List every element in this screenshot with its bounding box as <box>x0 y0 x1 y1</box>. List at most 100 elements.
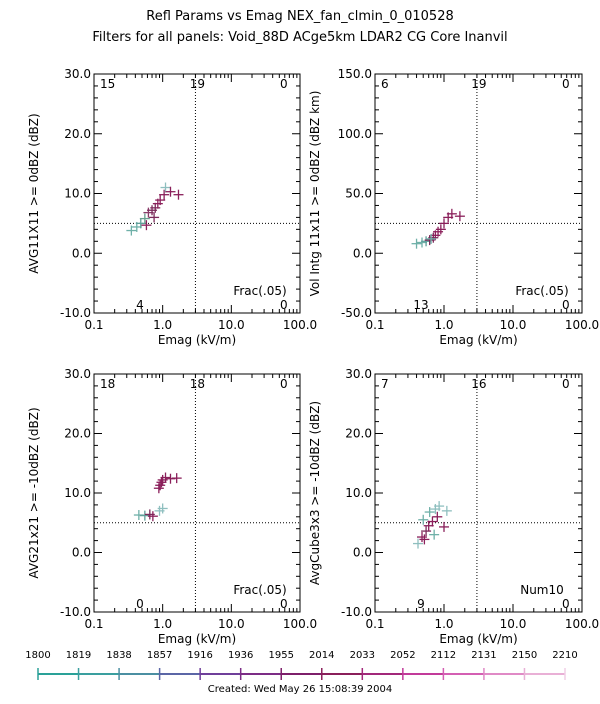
y-tick-label: -10.0 <box>60 306 91 320</box>
data-point <box>411 238 422 249</box>
colorbar-label: 2131 <box>471 650 496 661</box>
panel-1: 0.1 1.0 10.0 100.0 -10.0 0.0 10.0 20.0 30.0 Emag … <box>27 67 317 347</box>
panel-annotation: Frac(.05) <box>515 284 568 298</box>
y-tick-label: 20.0 <box>345 427 372 441</box>
y-tick-label: 20.0 <box>64 127 91 141</box>
data-point <box>446 208 457 219</box>
colorbar-label: 1936 <box>228 650 253 661</box>
count-top-right: 0 <box>280 377 288 391</box>
count-top-left: 7 <box>381 377 389 391</box>
data-point <box>424 507 435 518</box>
data-point <box>141 220 152 231</box>
data-point <box>155 195 166 206</box>
y-tick-label: 0.0 <box>353 246 372 260</box>
x-tick-label: 0.1 <box>365 318 384 332</box>
panels: 0.1 1.0 10.0 100.0 -10.0 0.0 10.0 20.0 30.0 Emag … <box>27 67 599 646</box>
count-bottom-left: 0 <box>136 597 144 611</box>
data-point <box>454 211 465 222</box>
y-tick-label: 10.0 <box>64 486 91 500</box>
count-bottom-left: 4 <box>136 298 144 312</box>
y-tick-label: 20.0 <box>64 427 91 441</box>
y-tick-label: 0.0 <box>353 546 372 560</box>
colorbar-label: 2052 <box>390 650 415 661</box>
count-top-right: 0 <box>562 77 570 91</box>
data-point <box>165 186 176 197</box>
count-top-mid: 18 <box>190 377 205 391</box>
x-tick-label: 0.1 <box>84 318 103 332</box>
x-axis-label: Emag (kV/m) <box>439 632 517 646</box>
panel-annotation: Frac(.05) <box>233 583 286 597</box>
x-tick-label: 10.0 <box>500 617 527 631</box>
data-point <box>159 189 170 200</box>
figure-title-line1: Refl Params vs Emag NEX_fan_clmin_0_0105… <box>146 9 454 24</box>
data-point <box>439 218 449 229</box>
y-tick-label: 30.0 <box>64 67 91 81</box>
count-bottom-left: 13 <box>413 298 428 312</box>
y-tick-label: -10.0 <box>60 605 91 619</box>
data-point <box>427 516 438 527</box>
count-bottom-right: 0 <box>562 298 570 312</box>
x-axis-label: Emag (kV/m) <box>158 632 236 646</box>
data-point <box>439 521 449 532</box>
data-point <box>157 503 168 514</box>
count-bottom-right: 0 <box>280 597 288 611</box>
y-tick-label: 150.0 <box>338 67 372 81</box>
plot-frame <box>374 73 583 314</box>
y-tick-label: 50.0 <box>345 187 372 201</box>
data-point <box>435 224 446 235</box>
panel-annotation: Num10 <box>520 583 564 597</box>
y-axis-label: Vol Intg 11x11 >= 0dBZ (dBZ km) <box>308 91 322 297</box>
plot-frame <box>93 373 301 613</box>
x-tick-label: 1.0 <box>153 318 172 332</box>
count-top-left: 15 <box>100 77 115 91</box>
data-point <box>173 189 184 200</box>
y-tick-label: -10.0 <box>341 605 372 619</box>
count-top-mid: 19 <box>190 77 205 91</box>
data-point <box>160 472 171 483</box>
colorbar-label: 2150 <box>512 650 537 661</box>
count-bottom-right: 0 <box>562 597 570 611</box>
y-axis-label: AVG11X11 >= 0dBZ (dBZ) <box>27 113 41 273</box>
x-axis-label: Emag (kV/m) <box>158 333 236 347</box>
data-point <box>171 473 182 484</box>
data-point <box>147 511 158 522</box>
data-point <box>417 532 428 543</box>
colorbar-label: 2014 <box>309 650 334 661</box>
data-point <box>156 477 167 488</box>
count-bottom-right: 0 <box>280 298 288 312</box>
y-tick-label: 10.0 <box>64 187 91 201</box>
x-tick-label: 10.0 <box>218 617 245 631</box>
colorbar-label: 1916 <box>187 650 212 661</box>
x-tick-label: 10.0 <box>218 318 245 332</box>
x-tick-label: 0.1 <box>84 617 103 631</box>
data-point <box>426 233 437 244</box>
data-point <box>429 529 440 540</box>
data-point <box>428 232 439 243</box>
x-tick-label: 100.0 <box>283 617 317 631</box>
y-tick-label: -50.0 <box>341 306 372 320</box>
y-tick-label: 0.0 <box>72 246 91 260</box>
x-axis-label: Emag (kV/m) <box>439 333 517 347</box>
x-tick-label: 1.0 <box>153 617 172 631</box>
data-point <box>150 202 161 213</box>
colorbar-label: 2210 <box>552 650 577 661</box>
count-top-right: 0 <box>280 77 288 91</box>
y-tick-label: 10.0 <box>345 486 372 500</box>
colorbar-label: 1857 <box>147 650 172 661</box>
data-point <box>441 505 452 516</box>
count-top-left: 6 <box>381 77 389 91</box>
colorbar-label: 2112 <box>431 650 456 661</box>
colorbar-label: 1800 <box>25 650 50 661</box>
x-tick-label: 1.0 <box>434 318 453 332</box>
data-point <box>421 526 432 537</box>
plot-frame <box>93 73 301 314</box>
count-bottom-left: 9 <box>417 597 425 611</box>
colorbar-label: 1838 <box>106 650 131 661</box>
data-point <box>434 501 445 512</box>
data-point <box>432 511 443 522</box>
figure-title-line2: Filters for all panels: Void_88D ACge5km… <box>92 30 507 45</box>
y-axis-label: AVG21x21 >= -10dBZ (dBZ) <box>27 407 41 578</box>
footer-created: Created: Wed May 26 15:08:39 2004 <box>208 684 392 695</box>
data-point <box>126 225 137 236</box>
